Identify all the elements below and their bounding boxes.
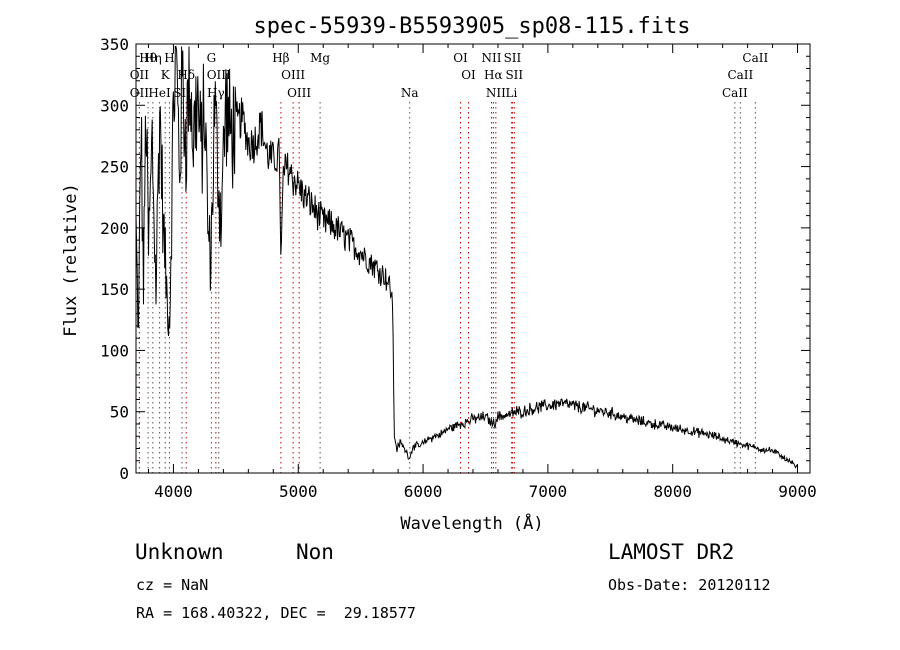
x-tick-label: 8000 xyxy=(653,482,692,501)
object-subclass: Non xyxy=(296,540,334,564)
y-tick-label: 50 xyxy=(110,403,129,422)
ra-dec-coordinates: RA = 168.40322, DEC = 29.18577 xyxy=(136,604,416,622)
spectral-line-markers xyxy=(138,102,756,473)
spectral-line-label: OI xyxy=(453,51,468,65)
spectral-line-label: SII xyxy=(505,68,523,82)
survey-name: LAMOST DR2 xyxy=(608,540,735,564)
spectral-line-label: OIII xyxy=(287,86,311,100)
redshift-cz: cz = NaN xyxy=(136,576,209,594)
y-tick-label: 0 xyxy=(119,464,129,483)
spectral-line-label: H xyxy=(164,51,174,65)
spectral-line-label: CaII xyxy=(722,86,748,100)
spectral-line-label: Hη xyxy=(144,51,162,65)
y-axis-ticks: 0 50 100 150 200 250 300 350 xyxy=(100,35,810,483)
obs-date: Obs-Date: 20120112 xyxy=(608,576,771,594)
object-class: Unknown xyxy=(135,540,224,564)
spectral-line-label: CaII xyxy=(742,51,768,65)
spectral-line-label: NII xyxy=(486,86,506,100)
y-tick-label: 150 xyxy=(100,280,129,299)
y-tick-label: 200 xyxy=(100,219,129,238)
spectral-line-label: Hβ xyxy=(272,51,289,65)
spectral-line-label: NII xyxy=(481,51,501,65)
spectral-line-label: K xyxy=(161,68,171,82)
spectrum-line xyxy=(135,46,798,469)
spectral-line-label: Hθ xyxy=(139,51,157,65)
x-tick-label: 7000 xyxy=(529,482,568,501)
spectral-line-label: CaII xyxy=(727,68,753,82)
spectral-line-label: Mg xyxy=(310,51,330,65)
x-tick-label: 6000 xyxy=(404,482,443,501)
x-axis-ticks: 4000 5000 6000 7000 8000 9000 xyxy=(147,44,817,501)
spectral-line-label: OIII xyxy=(207,68,231,82)
spectral-line-label: OIII xyxy=(281,68,305,82)
spectral-line-label: SII xyxy=(504,51,522,65)
spectral-line-label: HeI xyxy=(148,86,171,100)
x-tick-label: 9000 xyxy=(778,482,817,501)
spectral-line-label: OI xyxy=(461,68,476,82)
spectral-line-label: G xyxy=(207,51,217,65)
x-tick-label: 4000 xyxy=(154,482,193,501)
spectral-line-label: Li xyxy=(506,86,518,100)
x-tick-label: 5000 xyxy=(279,482,318,501)
y-tick-label: 350 xyxy=(100,35,129,54)
y-axis-label: Flux (relative) xyxy=(61,183,81,337)
y-tick-label: 250 xyxy=(100,158,129,177)
y-tick-label: 300 xyxy=(100,96,129,115)
spectral-line-label: OII xyxy=(130,68,150,82)
spectral-line-label: Hα xyxy=(484,68,503,82)
spectral-line-label: Na xyxy=(401,86,419,100)
chart-title: spec-55939-B5593905_sp08-115.fits xyxy=(253,14,690,39)
spectral-line-label: Hδ xyxy=(177,68,195,82)
x-axis-label: Wavelength (Å) xyxy=(400,512,543,534)
y-tick-label: 100 xyxy=(100,341,129,360)
